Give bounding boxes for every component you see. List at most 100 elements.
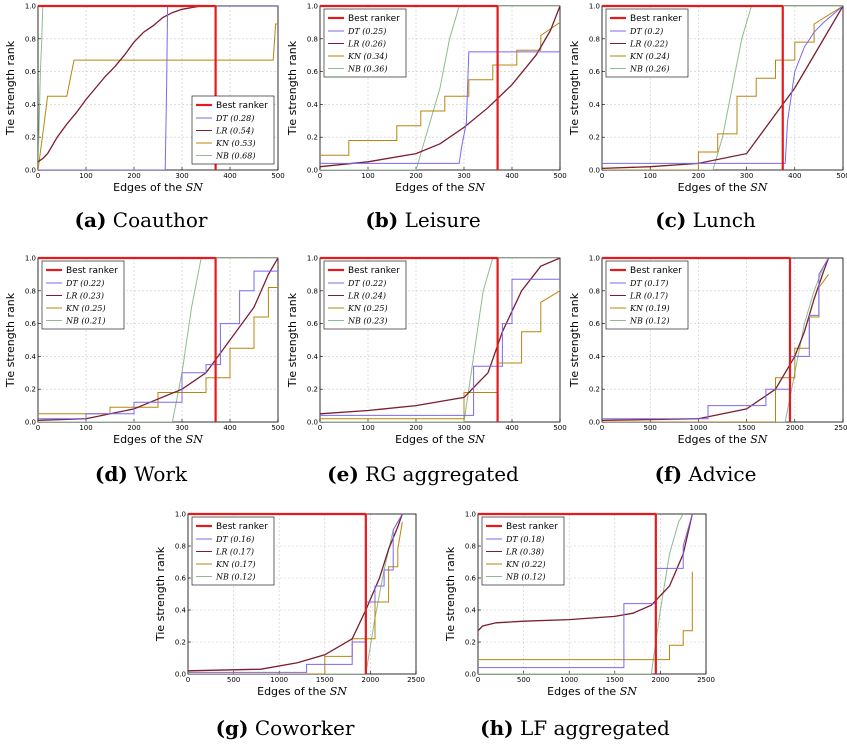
panel-d: 0 100 200 300 400 500 0.0 0.2 0.4 0.6 0.8 1.0 Edges … <box>0 252 285 492</box>
series-line-kn <box>320 21 560 156</box>
y-tick-label: 0.6 <box>465 575 477 583</box>
y-tick-label: 0.0 <box>25 419 36 427</box>
caption-e: (e) RG aggregated <box>282 462 564 486</box>
y-tick-label: 0.0 <box>175 671 186 679</box>
legend-label-kn: KN (0.25) <box>347 304 388 313</box>
x-axis-label-text: Edges of the <box>113 433 186 446</box>
y-tick-label: 0.8 <box>307 287 318 295</box>
x-axis-label-text: Edges of the <box>547 685 620 698</box>
x-tick-label: 200 <box>409 424 422 432</box>
y-tick-label: 1.0 <box>589 255 600 263</box>
y-tick-label: 1.0 <box>465 511 476 519</box>
chart-b: 0 100 200 300 400 500 0.0 0.2 0.4 0.6 0.8 1.0 Edges … <box>286 3 567 195</box>
series-line-lr <box>38 6 278 163</box>
legend-label-lr: LR (0.22) <box>629 40 668 49</box>
y-tick-label: 0.0 <box>589 419 600 427</box>
caption-name: RG aggregated <box>365 462 519 486</box>
series-group <box>188 514 403 674</box>
legend: Best ranker DT (0.22) LR (0.24) KN (0.25) NB… <box>323 260 407 330</box>
x-tick-label: 400 <box>505 424 518 432</box>
legend-label-kn: KN (0.25) <box>65 304 106 313</box>
series-line-dt <box>38 270 278 420</box>
x-tick-label: 500 <box>271 172 284 180</box>
x-axis-label-text: Edges of the <box>113 181 186 194</box>
y-tick-label: 0.6 <box>25 68 37 76</box>
legend-label-lr: LR (0.17) <box>215 548 254 557</box>
legend-label-nb: NB (0.68) <box>215 152 255 161</box>
y-tick-label: 0.8 <box>25 35 36 43</box>
x-tick-label: 400 <box>788 172 801 180</box>
legend: Best ranker DT (0.28) LR (0.54) KN (0.53) NB… <box>191 95 275 165</box>
legend-label-best: Best ranker <box>348 266 400 276</box>
legend-label-best: Best ranker <box>506 522 558 532</box>
legend-label-best: Best ranker <box>66 266 118 276</box>
x-tick-label: 0 <box>36 424 40 432</box>
legend-label-dt: DT (0.18) <box>505 535 544 544</box>
panel-h: 0 500 1000 1500 2000 2500 0.0 0.2 0.4 0.6 0.8 1.0 Ed… <box>440 508 715 748</box>
x-axis-label: Edges of the SN <box>113 181 203 194</box>
y-tick-label: 0.0 <box>589 167 600 175</box>
y-tick-label: 1.0 <box>25 3 36 11</box>
series-line-dt <box>602 6 843 164</box>
series-line-nb <box>38 6 278 170</box>
x-tick-label: 500 <box>836 172 847 180</box>
panel-a: 0 100 200 300 400 500 0.0 0.2 0.4 0.6 0.8 1.0 Edges … <box>0 0 285 240</box>
caption-a: (a) Coauthor <box>0 208 282 232</box>
x-axis-label: Edges of the SN <box>395 433 485 446</box>
x-tick-label: 500 <box>517 676 530 684</box>
x-axis-label-text: Edges of the <box>678 181 751 194</box>
caption-letter: (d) <box>94 462 128 486</box>
y-axis-label: Tie strength rank <box>286 40 299 136</box>
y-tick-label: 0.2 <box>307 134 318 142</box>
legend: Best ranker DT (0.17) LR (0.17) KN (0.19) NB… <box>605 260 689 330</box>
y-tick-label: 0.2 <box>307 386 318 394</box>
y-tick-label: 0.2 <box>589 386 600 394</box>
y-tick-label: 0.4 <box>175 607 187 615</box>
chart-h: 0 500 1000 1500 2000 2500 0.0 0.2 0.4 0.6 0.8 1.0 Ed… <box>444 511 715 699</box>
y-tick-label: 0.0 <box>307 167 318 175</box>
x-tick-label: 2500 <box>834 424 847 432</box>
caption-letter: (h) <box>480 716 514 740</box>
y-tick-label: 0.4 <box>589 101 601 109</box>
panel-g: 0 500 1000 1500 2000 2500 0.0 0.2 0.4 0.6 0.8 1.0 Ed… <box>150 508 425 748</box>
x-tick-label: 200 <box>409 172 422 180</box>
x-tick-label: 400 <box>505 172 518 180</box>
x-tick-label: 2000 <box>361 676 379 684</box>
y-tick-label: 0.6 <box>589 320 601 328</box>
x-tick-label: 0 <box>36 172 40 180</box>
legend-label-best: Best ranker <box>216 101 268 111</box>
x-tick-label: 300 <box>457 424 470 432</box>
x-tick-label: 0 <box>318 424 322 432</box>
x-axis-label: Edges of the SN <box>395 181 485 194</box>
caption-letter: (a) <box>74 208 107 232</box>
y-tick-label: 0.8 <box>175 543 186 551</box>
caption-name: Coauthor <box>112 208 208 232</box>
x-axis-label: Edges of the SN <box>547 685 637 698</box>
y-axis-label: Tie strength rank <box>4 292 17 388</box>
legend-label-nb: NB (0.12) <box>629 317 669 326</box>
caption-name: Advice <box>688 462 757 486</box>
y-tick-label: 0.4 <box>25 353 37 361</box>
chart-c: 0 100 200 300 400 500 0.0 0.2 0.4 0.6 0.8 1.0 Edges … <box>568 3 847 195</box>
y-tick-label: 1.0 <box>307 255 318 263</box>
y-axis-label: Tie strength rank <box>154 546 167 642</box>
y-tick-label: 1.0 <box>25 255 36 263</box>
y-axis-label: Tie strength rank <box>568 292 581 388</box>
x-tick-label: 400 <box>223 424 236 432</box>
legend-label-lr: LR (0.54) <box>215 127 254 136</box>
chart-a: 0 100 200 300 400 500 0.0 0.2 0.4 0.6 0.8 1.0 Edges … <box>4 3 285 195</box>
x-axis-label-text: Edges of the <box>257 685 330 698</box>
series-line-kn <box>602 6 843 170</box>
legend-label-best: Best ranker <box>216 522 268 532</box>
series-line-kn <box>38 23 278 170</box>
legend: Best ranker DT (0.25) LR (0.26) KN (0.34) NB… <box>323 8 407 78</box>
x-axis-label: Edges of the SN <box>678 181 768 194</box>
x-tick-label: 1000 <box>689 424 707 432</box>
series-line-dt <box>188 514 403 673</box>
series-line-nb <box>38 258 278 422</box>
caption-letter: (b) <box>365 208 399 232</box>
panel-c: 0 100 200 300 400 500 0.0 0.2 0.4 0.6 0.8 1.0 Edges … <box>564 0 847 240</box>
y-tick-label: 0.0 <box>307 419 318 427</box>
x-tick-label: 200 <box>127 424 140 432</box>
series-line-kn <box>478 571 693 661</box>
